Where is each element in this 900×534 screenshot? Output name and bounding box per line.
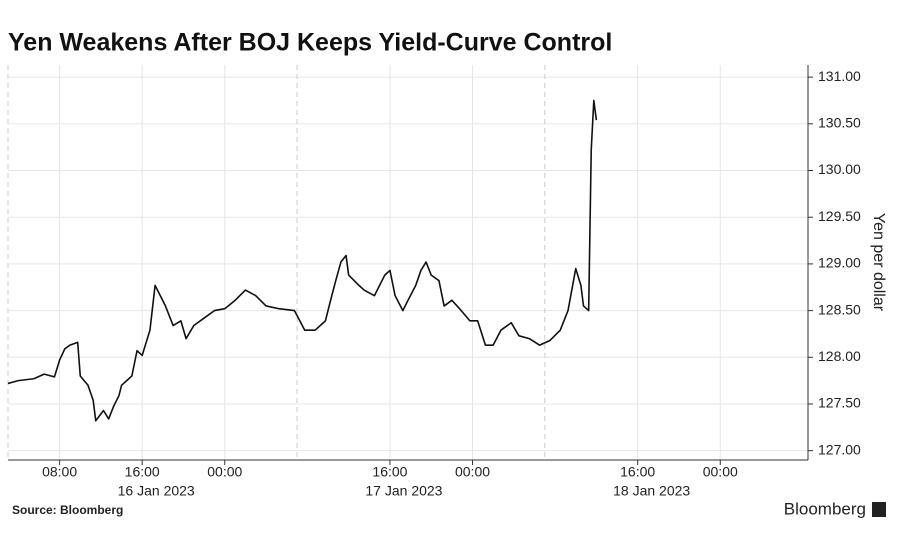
x-date-label: 17 Jan 2023 xyxy=(365,483,442,499)
y-tick-label: 127.50 xyxy=(818,395,861,411)
y-tick-label: 129.00 xyxy=(818,255,861,271)
x-tick-label: 00:00 xyxy=(455,464,490,480)
x-date-label: 16 Jan 2023 xyxy=(118,483,195,499)
y-tick-label: 129.50 xyxy=(818,208,861,224)
x-tick-label: 16:00 xyxy=(620,464,655,480)
y-tick-label: 128.50 xyxy=(818,301,861,317)
x-date-label: 18 Jan 2023 xyxy=(613,483,690,499)
chart-title: Yen Weakens After BOJ Keeps Yield-Curve … xyxy=(8,29,612,57)
x-tick-label: 16:00 xyxy=(125,464,160,480)
brand: Bloomberg xyxy=(784,499,866,518)
y-tick-label: 127.00 xyxy=(818,441,861,457)
x-tick-label: 16:00 xyxy=(372,464,407,480)
x-tick-label: 00:00 xyxy=(207,464,242,480)
brand-icon xyxy=(872,502,886,517)
y-tick-label: 128.00 xyxy=(818,348,861,364)
x-tick-label: 08:00 xyxy=(42,464,77,480)
y-tick-label: 130.00 xyxy=(818,161,861,177)
y-tick-label: 131.00 xyxy=(818,68,861,84)
price-line xyxy=(7,99,598,422)
y-axis-title: Yen per dollar xyxy=(870,213,887,312)
x-tick-label: 00:00 xyxy=(703,464,738,480)
y-tick-label: 130.50 xyxy=(818,115,861,131)
source: Source: Bloomberg xyxy=(12,503,123,517)
